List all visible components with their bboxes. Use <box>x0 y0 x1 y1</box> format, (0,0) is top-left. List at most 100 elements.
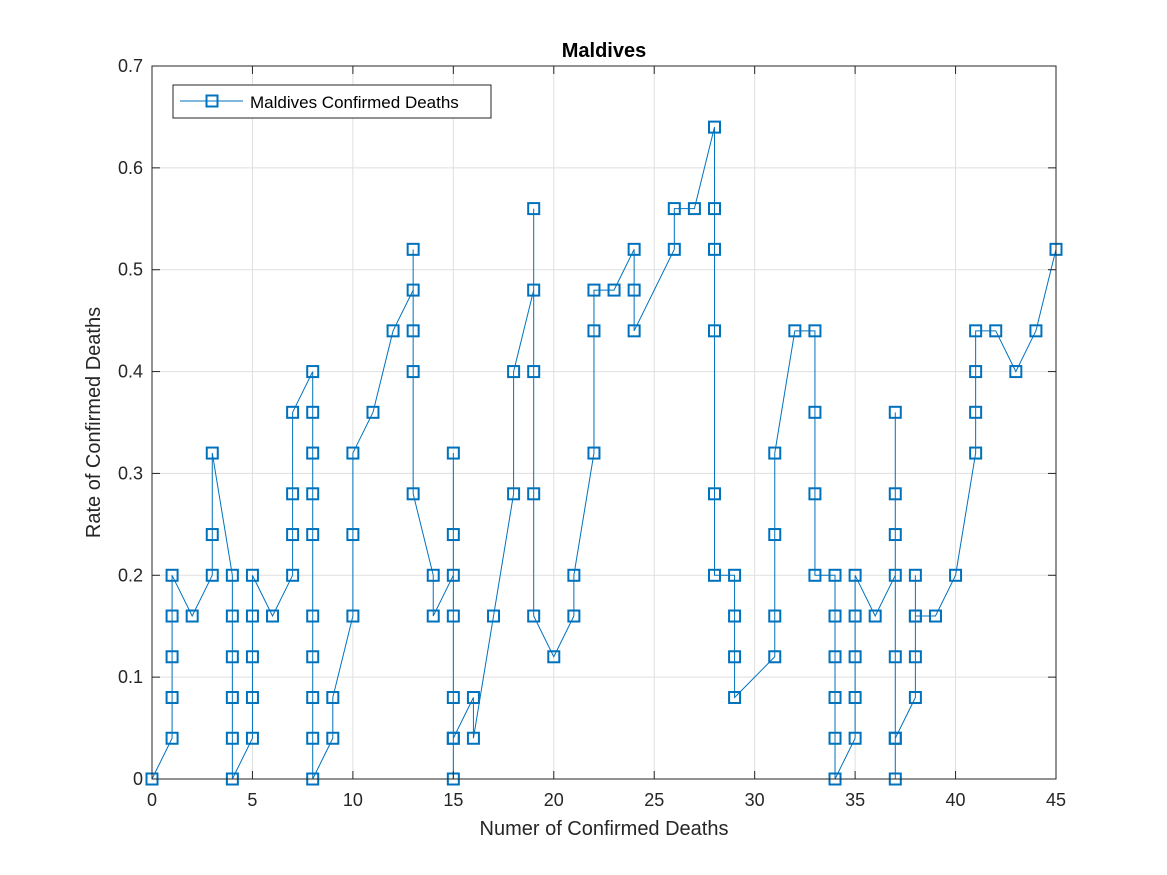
x-tick-label: 30 <box>745 790 765 810</box>
y-tick-label: 0.7 <box>118 56 143 76</box>
data-point <box>848 731 862 745</box>
data-point <box>306 731 320 745</box>
data-point <box>386 324 400 338</box>
data-point <box>707 120 721 134</box>
data-point <box>667 202 681 216</box>
data-point <box>728 650 742 664</box>
data-point <box>426 568 440 582</box>
data-point <box>1009 365 1023 379</box>
data-point <box>888 650 902 664</box>
data-point <box>848 691 862 705</box>
data-point <box>205 528 219 542</box>
data-point <box>848 609 862 623</box>
data-point <box>286 568 300 582</box>
data-point <box>326 691 340 705</box>
data-point <box>406 242 420 256</box>
data-point <box>426 609 440 623</box>
data-point <box>587 283 601 297</box>
data-point <box>707 487 721 501</box>
data-point <box>165 731 179 745</box>
data-point <box>245 650 259 664</box>
data-point <box>527 487 541 501</box>
data-point <box>567 568 581 582</box>
data-point <box>346 609 360 623</box>
data-point <box>667 242 681 256</box>
data-point <box>306 650 320 664</box>
data-point <box>527 202 541 216</box>
data-point <box>306 609 320 623</box>
data-point <box>306 405 320 419</box>
data-point <box>306 528 320 542</box>
data-point <box>828 650 842 664</box>
data-point <box>788 324 802 338</box>
series-line <box>151 126 1057 780</box>
data-point <box>165 609 179 623</box>
data-point <box>466 691 480 705</box>
data-point <box>928 609 942 623</box>
data-point <box>406 283 420 297</box>
data-point <box>205 568 219 582</box>
x-tick-label: 20 <box>544 790 564 810</box>
data-point <box>687 202 701 216</box>
data-point <box>707 568 721 582</box>
data-point <box>306 691 320 705</box>
data-point <box>326 731 340 745</box>
data-point <box>225 568 239 582</box>
data-point <box>346 446 360 460</box>
x-tick-label: 35 <box>845 790 865 810</box>
legend: Maldives Confirmed Deaths <box>172 84 492 119</box>
data-point <box>969 446 983 460</box>
data-point <box>507 487 521 501</box>
data-point <box>768 650 782 664</box>
data-point <box>446 691 460 705</box>
data-point <box>627 242 641 256</box>
data-point <box>607 283 621 297</box>
data-point <box>828 609 842 623</box>
data-point <box>446 731 460 745</box>
data-point <box>969 324 983 338</box>
data-point <box>245 609 259 623</box>
legend-marker <box>205 94 219 108</box>
data-point <box>888 731 902 745</box>
data-point <box>306 487 320 501</box>
x-tick-label: 15 <box>443 790 463 810</box>
y-tick-label: 0.3 <box>118 463 143 483</box>
data-point <box>868 609 882 623</box>
data-point <box>949 568 963 582</box>
plot-frame <box>151 65 1057 780</box>
y-axis-label: Rate of Confirmed Deaths <box>83 307 105 538</box>
y-tick-label: 0.5 <box>118 260 143 280</box>
data-point <box>245 691 259 705</box>
data-point <box>245 731 259 745</box>
data-point <box>346 528 360 542</box>
data-point <box>989 324 1003 338</box>
data-point <box>908 568 922 582</box>
data-point <box>266 609 280 623</box>
data-point <box>446 568 460 582</box>
data-point <box>969 365 983 379</box>
legend-entry: Maldives Confirmed Deaths <box>250 93 459 112</box>
data-point <box>908 609 922 623</box>
data-point <box>587 324 601 338</box>
data-point <box>527 283 541 297</box>
data-point <box>466 731 480 745</box>
data-point <box>446 609 460 623</box>
data-point <box>768 609 782 623</box>
x-tick-label: 0 <box>147 790 157 810</box>
data-point <box>627 283 641 297</box>
chart-title: Maldives <box>562 40 646 62</box>
data-point <box>848 568 862 582</box>
data-point <box>728 609 742 623</box>
y-tick-label: 0.1 <box>118 667 143 687</box>
data-point <box>888 568 902 582</box>
x-tick-label: 40 <box>946 790 966 810</box>
data-point <box>185 609 199 623</box>
data-point <box>406 324 420 338</box>
data-point <box>286 528 300 542</box>
data-point <box>828 568 842 582</box>
data-point <box>366 405 380 419</box>
data-point <box>406 365 420 379</box>
data-point <box>446 446 460 460</box>
x-tick-label: 45 <box>1046 790 1066 810</box>
